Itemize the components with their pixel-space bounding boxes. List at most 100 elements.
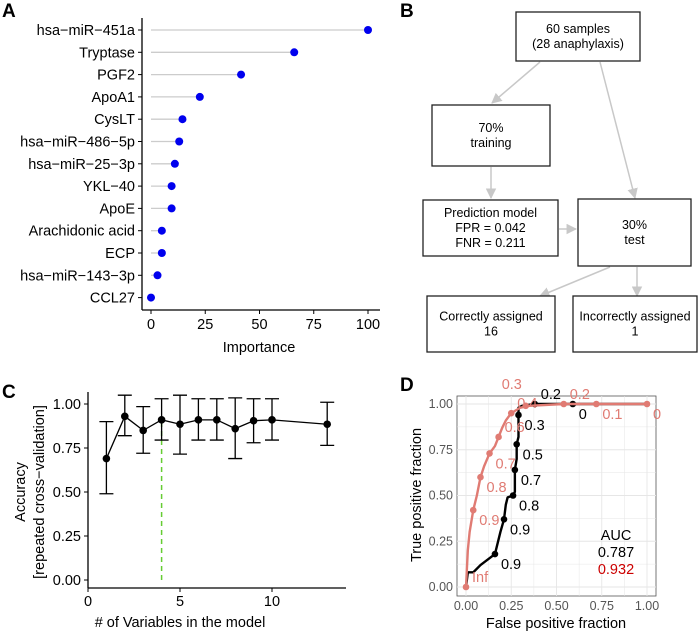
- node-correct-text: Correctly assigned: [439, 310, 543, 324]
- data-point: [170, 159, 179, 168]
- importance-chart: hsa−miR−451a Tryptase PGF2 ApoA1 CysLT hsa−mi…: [20, 18, 380, 333]
- data-point: [153, 271, 162, 280]
- node-correct-text: 16: [484, 325, 498, 339]
- node-test-text: 30%: [622, 218, 647, 232]
- data-point: [121, 412, 129, 421]
- category-label: hsa−miR−143−3p: [20, 268, 135, 284]
- cutoff-point: [643, 400, 651, 408]
- node-incorrect-text: 1: [632, 325, 639, 339]
- x-tick-label: 5: [176, 594, 184, 610]
- category-label: ApoA1: [91, 90, 135, 106]
- cutoff-point: [513, 440, 520, 448]
- category-label: CysLT: [94, 112, 135, 128]
- node-samples-text: 60 samples: [546, 22, 610, 36]
- cutoff-point: [491, 550, 499, 558]
- y-tick-label: 0.50: [429, 489, 453, 503]
- cutoff-label: 0.2: [570, 387, 590, 403]
- cutoff-label: Inf: [472, 570, 489, 586]
- panel-label-b: B: [400, 1, 414, 22]
- x-tick-label: 0.00: [454, 599, 478, 613]
- node-incorrect-text: Incorrectly assigned: [579, 310, 690, 324]
- data-point: [231, 424, 239, 433]
- accuracy-chart: 0.00 0.25 0.50 0.75 1.00 0 5 10: [53, 392, 346, 610]
- data-point: [147, 293, 155, 302]
- node-training-text: 70%: [478, 121, 503, 135]
- y-tick-label: 1.00: [429, 397, 453, 411]
- cutoff-label: 0.5: [523, 447, 543, 463]
- y-tick-label: 1.00: [53, 397, 81, 413]
- cutoff-point: [593, 400, 600, 408]
- importance-xlabel: Importance: [223, 340, 296, 356]
- node-model: [422, 199, 559, 257]
- category-label: CCL27: [90, 291, 135, 307]
- node-samples-text: (28 anaphylaxis): [532, 37, 624, 51]
- panel-label-a: A: [2, 1, 16, 22]
- x-tick-label: 75: [306, 317, 322, 333]
- y-tick-label: 0.00: [53, 573, 81, 589]
- x-tick-label: 0.25: [499, 599, 523, 613]
- cutoff-point: [477, 473, 484, 481]
- cutoff-point: [469, 506, 477, 514]
- node-incorrect: [572, 295, 698, 353]
- x-tick-label: 100: [356, 317, 380, 333]
- cutoff-label: 0.8: [486, 480, 506, 496]
- cutoff-label: 0.1: [602, 407, 622, 423]
- cutoff-label: 0.6: [505, 420, 525, 436]
- x-tick-label: 0.50: [544, 599, 568, 613]
- data-point: [290, 48, 299, 57]
- data-point: [157, 416, 166, 424]
- x-tick-label: 25: [197, 317, 213, 333]
- cutoff-label: 0.3: [524, 418, 544, 434]
- y-tick-label: 0.75: [429, 443, 453, 457]
- y-tick-label: 0.25: [429, 534, 453, 548]
- data-point: [213, 416, 221, 424]
- cutoff-point: [522, 402, 530, 410]
- category-label: hsa−miR−25−3p: [28, 157, 135, 173]
- roc-chart: 0.000.000.250.250.500.500.750.751.001.00…: [429, 377, 661, 613]
- cutoff-label: 0: [653, 407, 661, 423]
- accuracy-ylabel-2: [repeated cross−validation]: [32, 405, 48, 579]
- category-label: hsa−miR−451a: [37, 23, 136, 39]
- x-tick-label: 0: [147, 317, 155, 333]
- category-label: ApoE: [100, 201, 136, 217]
- node-model-text: Prediction model: [444, 206, 537, 220]
- cutoff-label: 0.8: [519, 499, 539, 515]
- cutoff-label: 0.2: [541, 387, 561, 403]
- cutoff-label: 0.3: [502, 377, 522, 393]
- data-point: [195, 92, 204, 101]
- data-point: [157, 249, 166, 257]
- cutoff-point: [511, 466, 519, 474]
- data-point: [268, 416, 276, 424]
- arrow: [599, 61, 638, 200]
- data-point: [323, 420, 332, 429]
- panel-label-c: C: [2, 382, 16, 403]
- x-tick-label: 0: [84, 594, 92, 610]
- category-label: hsa−miR−486−5p: [20, 135, 135, 151]
- data-point: [194, 416, 203, 424]
- data-point: [167, 182, 176, 191]
- x-tick-label: 1.00: [635, 599, 659, 613]
- data-point: [167, 204, 176, 213]
- node-training: [431, 104, 551, 167]
- cutoff-point: [560, 400, 568, 408]
- data-point: [102, 454, 111, 463]
- data-point: [249, 416, 258, 425]
- x-tick-label: 50: [251, 317, 267, 333]
- category-label: PGF2: [97, 68, 135, 84]
- cutoff-label: 0: [579, 407, 587, 423]
- node-samples: [515, 11, 641, 62]
- cutoff-point: [507, 409, 515, 417]
- y-tick-label: 0.00: [429, 580, 453, 594]
- auc-title: AUC: [601, 528, 632, 544]
- y-tick-label: 0.25: [53, 529, 81, 545]
- data-point: [176, 420, 184, 429]
- auc-value-red: 0.932: [598, 562, 634, 578]
- cutoff-label: 0.7: [521, 473, 541, 489]
- cutoff-label: 0.4: [517, 396, 537, 412]
- roc-ylabel: True positive fraction: [409, 428, 425, 562]
- roc-xlabel: False positive fraction: [486, 616, 626, 632]
- x-tick-label: 10: [264, 594, 280, 610]
- node-test-text: test: [624, 233, 645, 247]
- cutoff-label: 0.7: [496, 456, 516, 472]
